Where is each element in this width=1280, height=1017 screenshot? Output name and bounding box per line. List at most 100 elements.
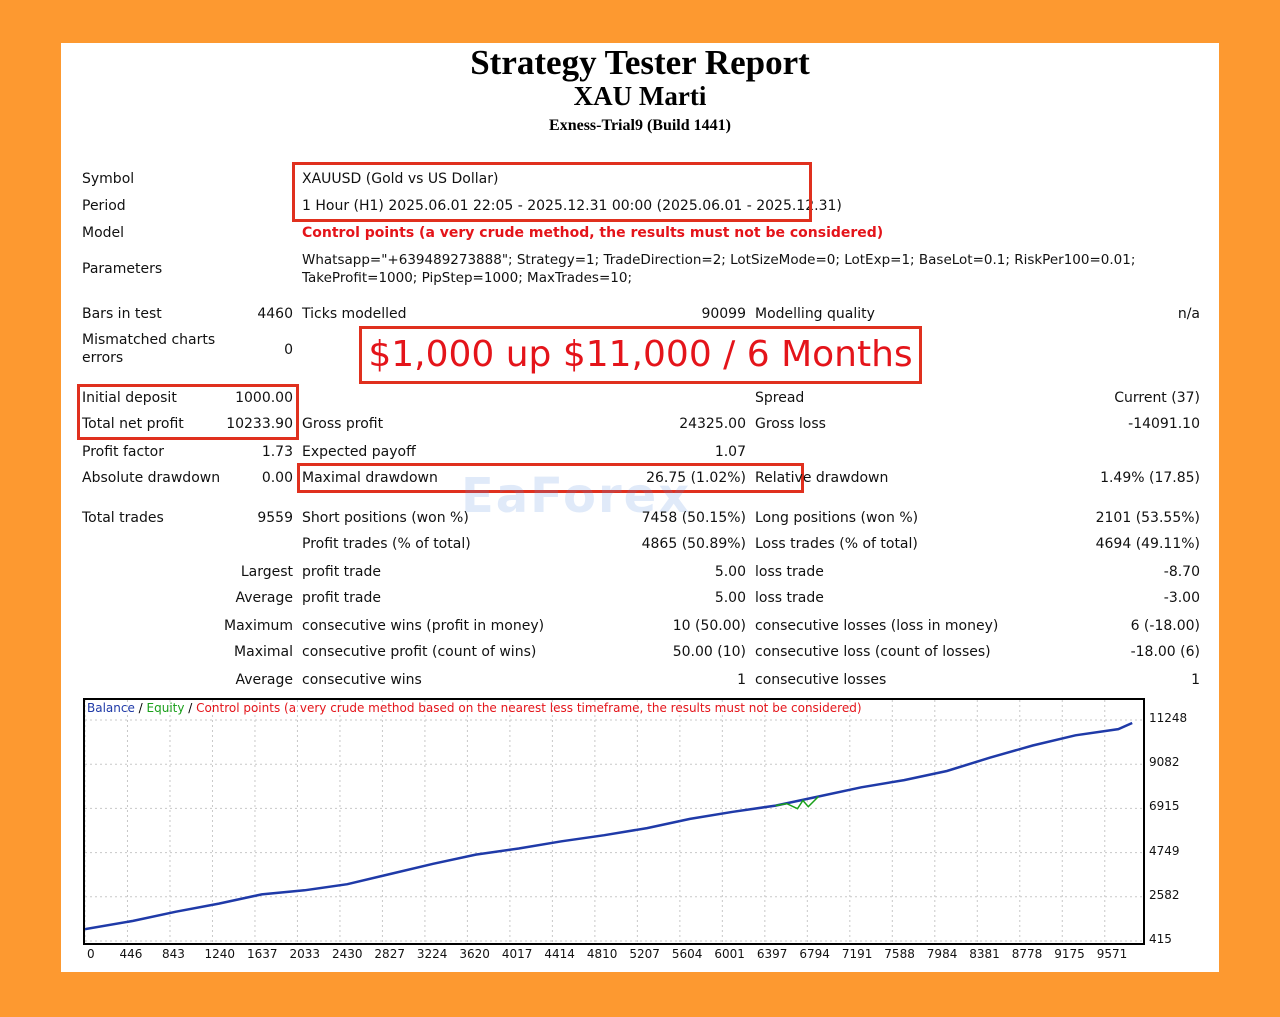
largest-loss-label: loss trade	[755, 564, 824, 580]
report-title: Strategy Tester Report	[470, 43, 810, 82]
x-tick-label: 4414	[544, 947, 575, 961]
x-tick-label: 843	[161, 947, 185, 961]
report-sheet: Strategy Tester Report XAU Marti Exness-…	[61, 43, 1219, 972]
parameters-line-1: Whatsapp="+639489273888"; Strategy=1; Tr…	[302, 252, 1136, 268]
x-tick-label: 7984	[926, 947, 958, 961]
total-trades-label: Total trades	[82, 510, 164, 526]
relative-drawdown-value: 1.49% (17.85)	[1100, 470, 1200, 486]
bars-value: 4460	[257, 306, 293, 322]
balance-chart-frame	[83, 698, 1145, 945]
gross-profit-label: Gross profit	[302, 416, 384, 432]
maximum-label: Maximum	[224, 618, 293, 634]
long-positions-value: 2101 (53.55%)	[1095, 510, 1200, 526]
profit-factor-label: Profit factor	[82, 444, 164, 460]
expert-name: XAU Marti	[573, 81, 707, 111]
quality-value: n/a	[1177, 306, 1200, 322]
avg-consecutive-losses-label: consecutive losses	[755, 672, 887, 688]
series-line-equity	[775, 795, 820, 810]
x-tick-label: 0	[87, 947, 95, 961]
x-tick-label: 9571	[1096, 947, 1128, 961]
symbol-period-highlight	[292, 162, 812, 222]
x-tick-label: 5604	[671, 947, 703, 961]
spread-value: Current (37)	[1114, 390, 1200, 406]
gross-profit-value: 24325.00	[679, 416, 746, 432]
quality-label: Modelling quality	[755, 306, 875, 322]
promo-banner: $1,000 up $11,000 / 6 Months	[359, 326, 922, 384]
profit-trades-value: 4865 (50.89%)	[641, 536, 746, 552]
avg-consecutive-wins-value: 1	[737, 672, 746, 688]
x-tick-label: 3620	[459, 947, 490, 961]
x-tick-label: 446	[119, 947, 143, 961]
max-consecutive-loss-label: consecutive loss (count of losses)	[755, 644, 991, 660]
y-tick-label: 6915	[1149, 799, 1180, 814]
largest-profit-value: 5.00	[714, 564, 746, 580]
max-consecutive-losses-label: consecutive losses (loss in money)	[755, 618, 999, 634]
max-consecutive-losses-value: 6 (-18.00)	[1130, 618, 1200, 634]
average-loss-label: loss trade	[755, 590, 824, 606]
maximal-drawdown-value: 26.75 (1.02%)	[646, 470, 746, 486]
legend-separator-2: /	[184, 701, 197, 715]
deposit-profit-highlight	[77, 384, 299, 440]
maximal-drawdown-label: Maximal drawdown	[302, 470, 438, 486]
server-build: Exness-Trial9 (Build 1441)	[549, 117, 731, 134]
y-tick-label: 4749	[1149, 843, 1180, 858]
max-consecutive-profit-label: consecutive profit (count of wins)	[302, 644, 537, 660]
largest-label: Largest	[240, 564, 293, 580]
ticks-value: 90099	[701, 306, 746, 322]
net-profit-label: Total net profit	[82, 416, 184, 432]
gross-loss-value: -14091.10	[1128, 416, 1200, 432]
x-tick-label: 2430	[331, 947, 363, 961]
maximal-label: Maximal	[234, 644, 293, 660]
mismatch-label-1: Mismatched charts	[82, 332, 216, 348]
largest-loss-value: -8.70	[1163, 564, 1200, 580]
profit-trades-label: Profit trades (% of total)	[302, 536, 471, 552]
largest-profit-label: profit trade	[302, 564, 381, 580]
average2-label: Average	[235, 672, 294, 688]
avg-consecutive-wins-label: consecutive wins	[302, 672, 422, 688]
x-tick-label: 4810	[586, 947, 618, 961]
loss-trades-label: Loss trades (% of total)	[755, 536, 918, 552]
x-tick-label: 2033	[289, 947, 320, 961]
mismatch-label-2: errors	[82, 350, 124, 366]
legend-model-note: Control points (a very crude method base…	[196, 701, 862, 715]
spread-label: Spread	[755, 390, 805, 406]
expected-payoff-label: Expected payoff	[302, 444, 416, 460]
x-tick-label: 6397	[756, 947, 788, 961]
short-positions-value: 7458 (50.15%)	[641, 510, 746, 526]
x-tick-label: 6001	[714, 947, 745, 961]
max-consecutive-wins-value: 10 (50.00)	[672, 618, 746, 634]
x-tick-label: 1637	[246, 947, 278, 961]
y-tick-label: 11248	[1149, 711, 1188, 725]
model-value: Control points (a very crude method, the…	[302, 225, 884, 241]
balance-chart	[84, 700, 1143, 943]
y-tick-label: 2582	[1149, 887, 1180, 902]
symbol-label: Symbol	[82, 171, 135, 187]
x-tick-label: 9175	[1054, 947, 1085, 961]
average-loss-value: -3.00	[1163, 590, 1200, 606]
loss-trades-value: 4694 (49.11%)	[1095, 536, 1200, 552]
x-tick-label: 1240	[204, 947, 236, 961]
absolute-drawdown-label: Absolute drawdown	[82, 470, 221, 486]
deposit-value: 1000.00	[235, 390, 293, 406]
y-tick-label: 415	[1149, 932, 1172, 946]
max-consecutive-wins-label: consecutive wins (profit in money)	[302, 618, 545, 634]
bars-label: Bars in test	[82, 306, 162, 322]
total-trades-value: 9559	[257, 510, 293, 526]
x-tick-label: 2827	[374, 947, 405, 961]
x-tick-label: 7191	[841, 947, 873, 961]
relative-drawdown-label: Relative drawdown	[755, 470, 889, 486]
legend-equity: Equity	[146, 701, 185, 715]
short-positions-label: Short positions (won %)	[302, 510, 469, 526]
gross-loss-label: Gross loss	[755, 416, 826, 432]
mismatch-value: 0	[284, 342, 293, 358]
legend-balance: Balance	[87, 701, 135, 715]
long-positions-label: Long positions (won %)	[755, 510, 919, 526]
symbol-value: XAUUSD (Gold vs US Dollar)	[302, 171, 499, 187]
x-tick-label: 4017	[501, 947, 533, 961]
y-tick-label: 9082	[1149, 755, 1180, 770]
avg-consecutive-losses-value: 1	[1191, 672, 1200, 688]
absolute-drawdown-value: 0.00	[261, 470, 293, 486]
profit-factor-value: 1.73	[261, 444, 293, 460]
model-label: Model	[82, 225, 125, 241]
expected-payoff-value: 1.07	[714, 444, 746, 460]
